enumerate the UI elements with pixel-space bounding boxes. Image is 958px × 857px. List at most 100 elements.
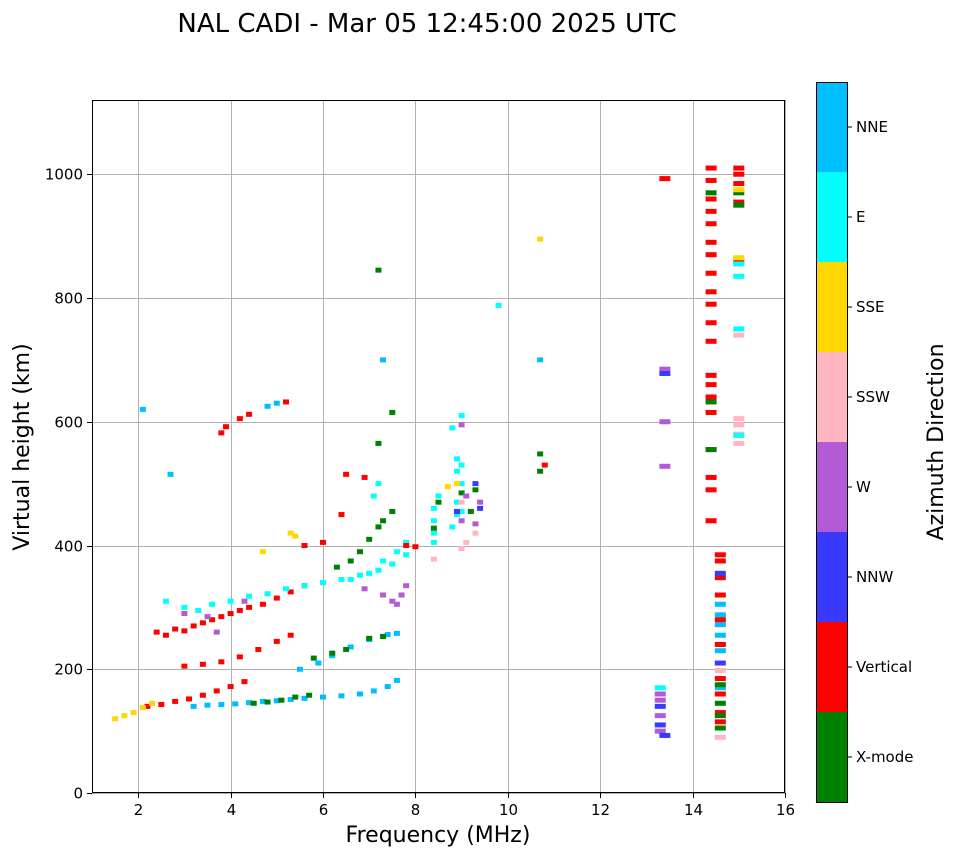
echo-point xyxy=(733,255,745,261)
x-tick-label: 10 xyxy=(499,801,518,819)
echo-point xyxy=(227,598,234,604)
echo-point xyxy=(250,700,257,706)
echo-point xyxy=(380,518,387,524)
colorbar-category-label: E xyxy=(856,208,865,226)
echo-point xyxy=(121,713,128,719)
echo-point xyxy=(389,508,396,514)
echo-point xyxy=(654,691,666,697)
echo-point xyxy=(430,530,437,536)
y-tick-label: 0 xyxy=(73,785,83,803)
echo-point xyxy=(458,508,465,514)
echo-point xyxy=(659,732,671,738)
x-tick-label: 12 xyxy=(591,801,610,819)
echo-point xyxy=(705,165,717,171)
y-tick-label: 600 xyxy=(54,414,83,432)
y-tick-label: 200 xyxy=(54,661,83,679)
echo-point xyxy=(255,646,262,652)
echo-point xyxy=(537,236,544,242)
grid xyxy=(92,100,786,794)
echo-point xyxy=(472,481,479,487)
echo-point xyxy=(246,604,253,610)
colorbar-segment xyxy=(816,622,847,712)
echo-point xyxy=(541,462,548,468)
echo-point xyxy=(144,703,151,709)
echo-point xyxy=(283,399,290,405)
echo-point xyxy=(264,591,271,597)
colorbar-category-label: SSE xyxy=(856,298,885,316)
echo-point xyxy=(458,422,465,428)
echo-point xyxy=(654,728,666,734)
echo-point xyxy=(412,544,419,550)
echo-point xyxy=(714,617,726,623)
echo-marks xyxy=(112,165,745,740)
echo-point xyxy=(162,632,169,638)
x-tick-label: 14 xyxy=(684,801,703,819)
echo-point xyxy=(458,481,465,487)
echo-point xyxy=(453,456,460,462)
echo-point xyxy=(343,471,350,477)
echo-point xyxy=(659,419,671,425)
echo-point xyxy=(380,592,387,598)
echo-point xyxy=(213,688,220,694)
echo-point xyxy=(199,692,206,698)
echo-point xyxy=(705,399,717,405)
echo-point xyxy=(246,700,253,706)
echo-point xyxy=(236,607,243,613)
colorbar-segment xyxy=(816,442,847,532)
echo-point xyxy=(380,357,387,363)
echo-point xyxy=(232,701,239,707)
echo-point xyxy=(430,539,437,545)
echo-point xyxy=(733,181,745,187)
echo-point xyxy=(654,713,666,719)
echo-point xyxy=(458,413,465,419)
colorbar-category-label: NNE xyxy=(856,118,888,136)
y-axis-label: Virtual height (km) xyxy=(10,343,35,550)
colorbar-frame xyxy=(816,82,848,803)
echo-point xyxy=(458,490,465,496)
echo-point xyxy=(463,493,470,499)
echo-point xyxy=(375,481,382,487)
echo-point xyxy=(227,611,234,617)
echo-point xyxy=(306,692,313,698)
echo-point xyxy=(393,549,400,555)
echo-point xyxy=(733,273,745,279)
echo-point xyxy=(444,484,451,490)
echo-point xyxy=(458,499,465,505)
echo-point xyxy=(347,644,354,650)
echo-point xyxy=(537,451,544,457)
echo-point xyxy=(393,677,400,683)
echo-point xyxy=(241,598,248,604)
echo-point xyxy=(375,440,382,446)
echo-point xyxy=(705,320,717,326)
colorbar: X-mode Vertical NNW W SSW SSE E NNE xyxy=(816,82,913,803)
echo-point xyxy=(714,558,726,564)
echo-point xyxy=(714,734,726,740)
echo-point xyxy=(287,697,294,703)
echo-point xyxy=(375,267,382,273)
echo-point xyxy=(301,695,308,701)
echo-point xyxy=(370,493,377,499)
echo-point xyxy=(714,719,726,725)
echo-point xyxy=(139,705,146,711)
echo-point xyxy=(705,190,717,196)
echo-point xyxy=(320,580,326,586)
echo-point xyxy=(287,632,294,638)
echo-point xyxy=(259,549,266,555)
echo-point xyxy=(241,679,248,685)
echo-point xyxy=(733,416,745,422)
echo-point xyxy=(181,663,188,669)
echo-point xyxy=(190,623,197,629)
echo-point xyxy=(153,629,160,635)
echo-point xyxy=(301,543,308,548)
echo-point xyxy=(259,601,266,607)
echo-point xyxy=(139,406,146,412)
echo-point xyxy=(453,499,460,505)
echo-point xyxy=(292,533,299,539)
echo-point xyxy=(347,558,354,564)
echo-point xyxy=(733,258,745,264)
x-tick-label: 4 xyxy=(227,801,237,819)
echo-point xyxy=(705,252,717,258)
echo-point xyxy=(181,611,188,617)
echo-point xyxy=(315,660,322,666)
echo-point xyxy=(375,567,382,573)
